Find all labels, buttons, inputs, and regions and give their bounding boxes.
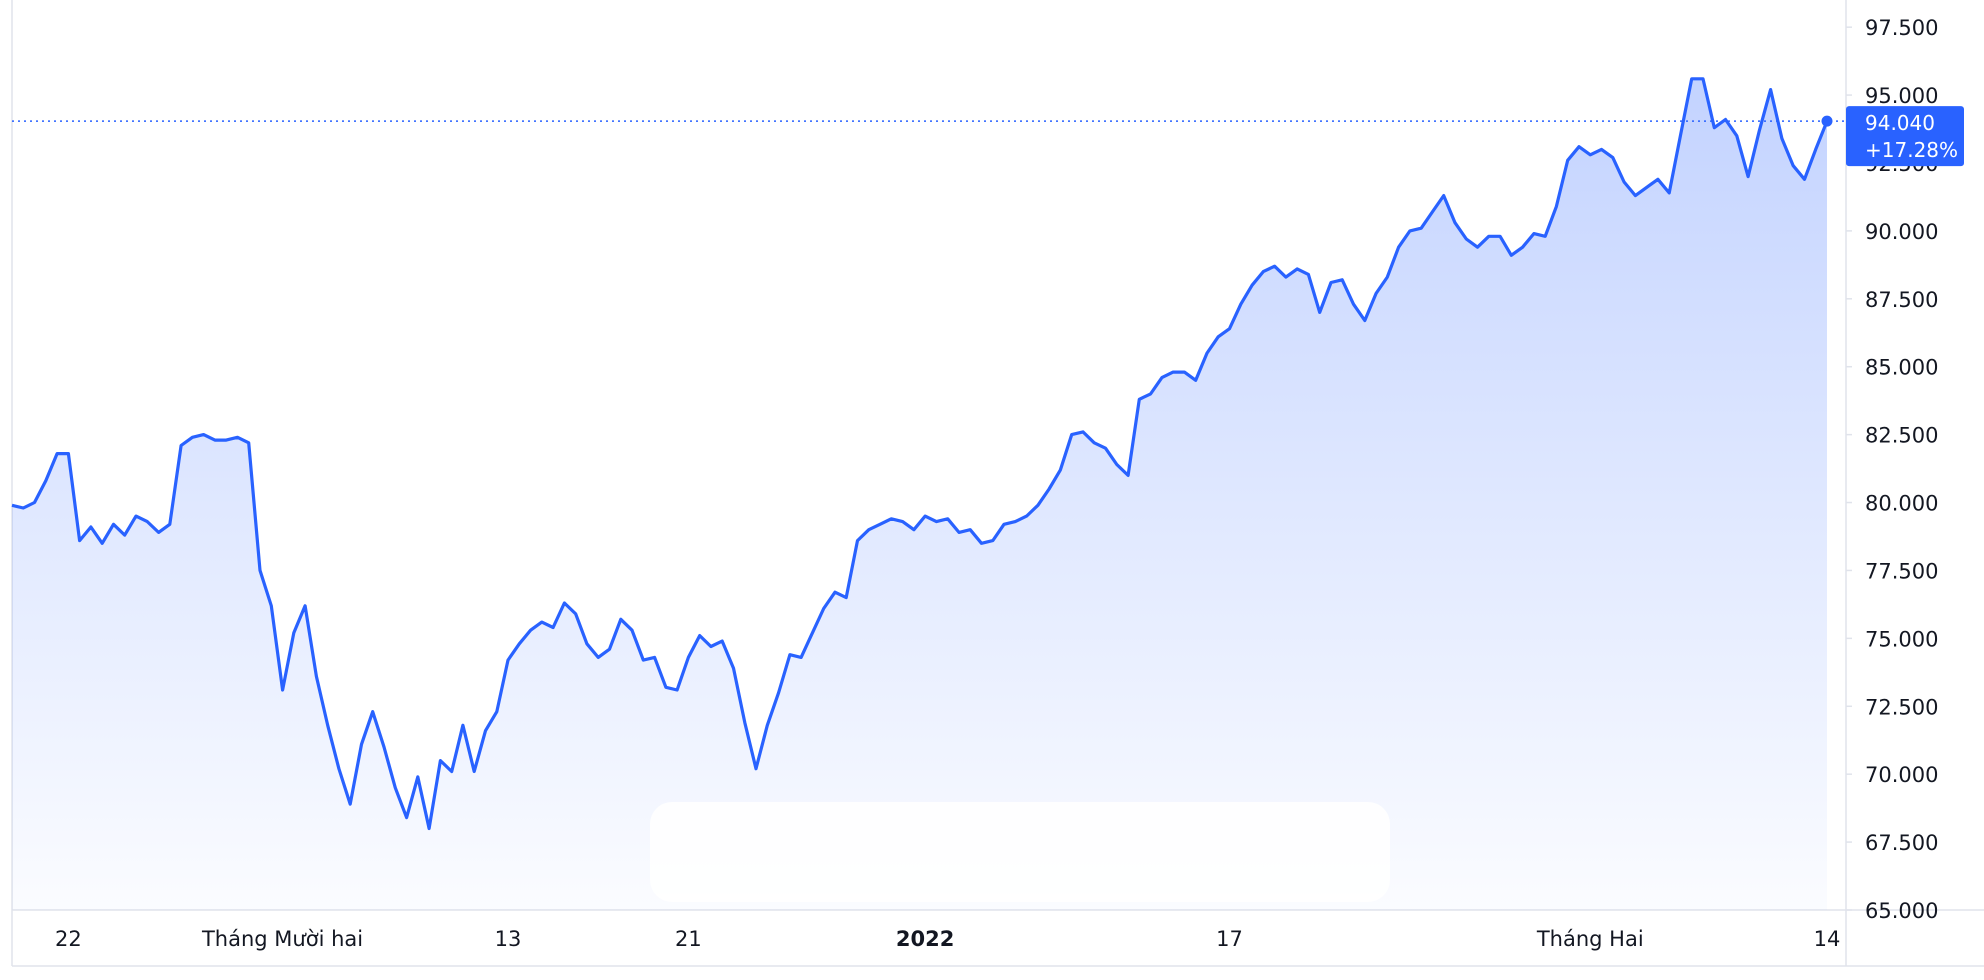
- last-price-value: 94.040: [1865, 111, 1935, 135]
- y-tick-label: 97.500: [1865, 16, 1938, 40]
- x-tick-label: Tháng Mười hai: [201, 927, 363, 951]
- x-tick-label: Tháng Hai: [1536, 927, 1644, 951]
- last-price-change: +17.28%: [1865, 138, 1958, 162]
- last-price-badge: [1846, 106, 1964, 167]
- y-tick-label: 85.000: [1865, 356, 1938, 380]
- area-layer: [12, 78, 1827, 911]
- price-line: [11, 77, 1829, 831]
- y-axis: 97.50095.00092.50090.00087.50085.00082.5…: [1846, 16, 1938, 923]
- y-tick-label: 87.500: [1865, 288, 1938, 312]
- y-tick-label: 65.000: [1865, 899, 1938, 923]
- last-price-dot: [1821, 115, 1833, 127]
- y-tick-label: 77.500: [1865, 559, 1938, 583]
- x-tick-label: 22: [55, 927, 82, 951]
- x-tick-label: 13: [495, 927, 522, 951]
- y-tick-label: 70.000: [1865, 763, 1938, 787]
- price-area: [12, 78, 1827, 911]
- y-tick-label: 75.000: [1865, 627, 1938, 651]
- y-tick-label: 72.500: [1865, 695, 1938, 719]
- y-tick-label: 80.000: [1865, 492, 1938, 516]
- line-layer: [11, 77, 1829, 831]
- x-tick-label: 17: [1216, 927, 1243, 951]
- x-tick-label: 21: [675, 927, 702, 951]
- watermark-box: [650, 802, 1390, 902]
- y-tick-label: 67.500: [1865, 831, 1938, 855]
- y-tick-label: 90.000: [1865, 220, 1938, 244]
- x-tick-label: 2022: [896, 927, 954, 951]
- x-axis: 22 Tháng Mười hai 13 21 2022 17 Tháng Hai 14: [55, 927, 1840, 951]
- y-tick-label: 82.500: [1865, 424, 1938, 448]
- y-tick-label: 95.000: [1865, 84, 1938, 108]
- last-price-layer: 94.040 +17.28%: [12, 106, 1964, 167]
- x-tick-label: 14: [1814, 927, 1841, 951]
